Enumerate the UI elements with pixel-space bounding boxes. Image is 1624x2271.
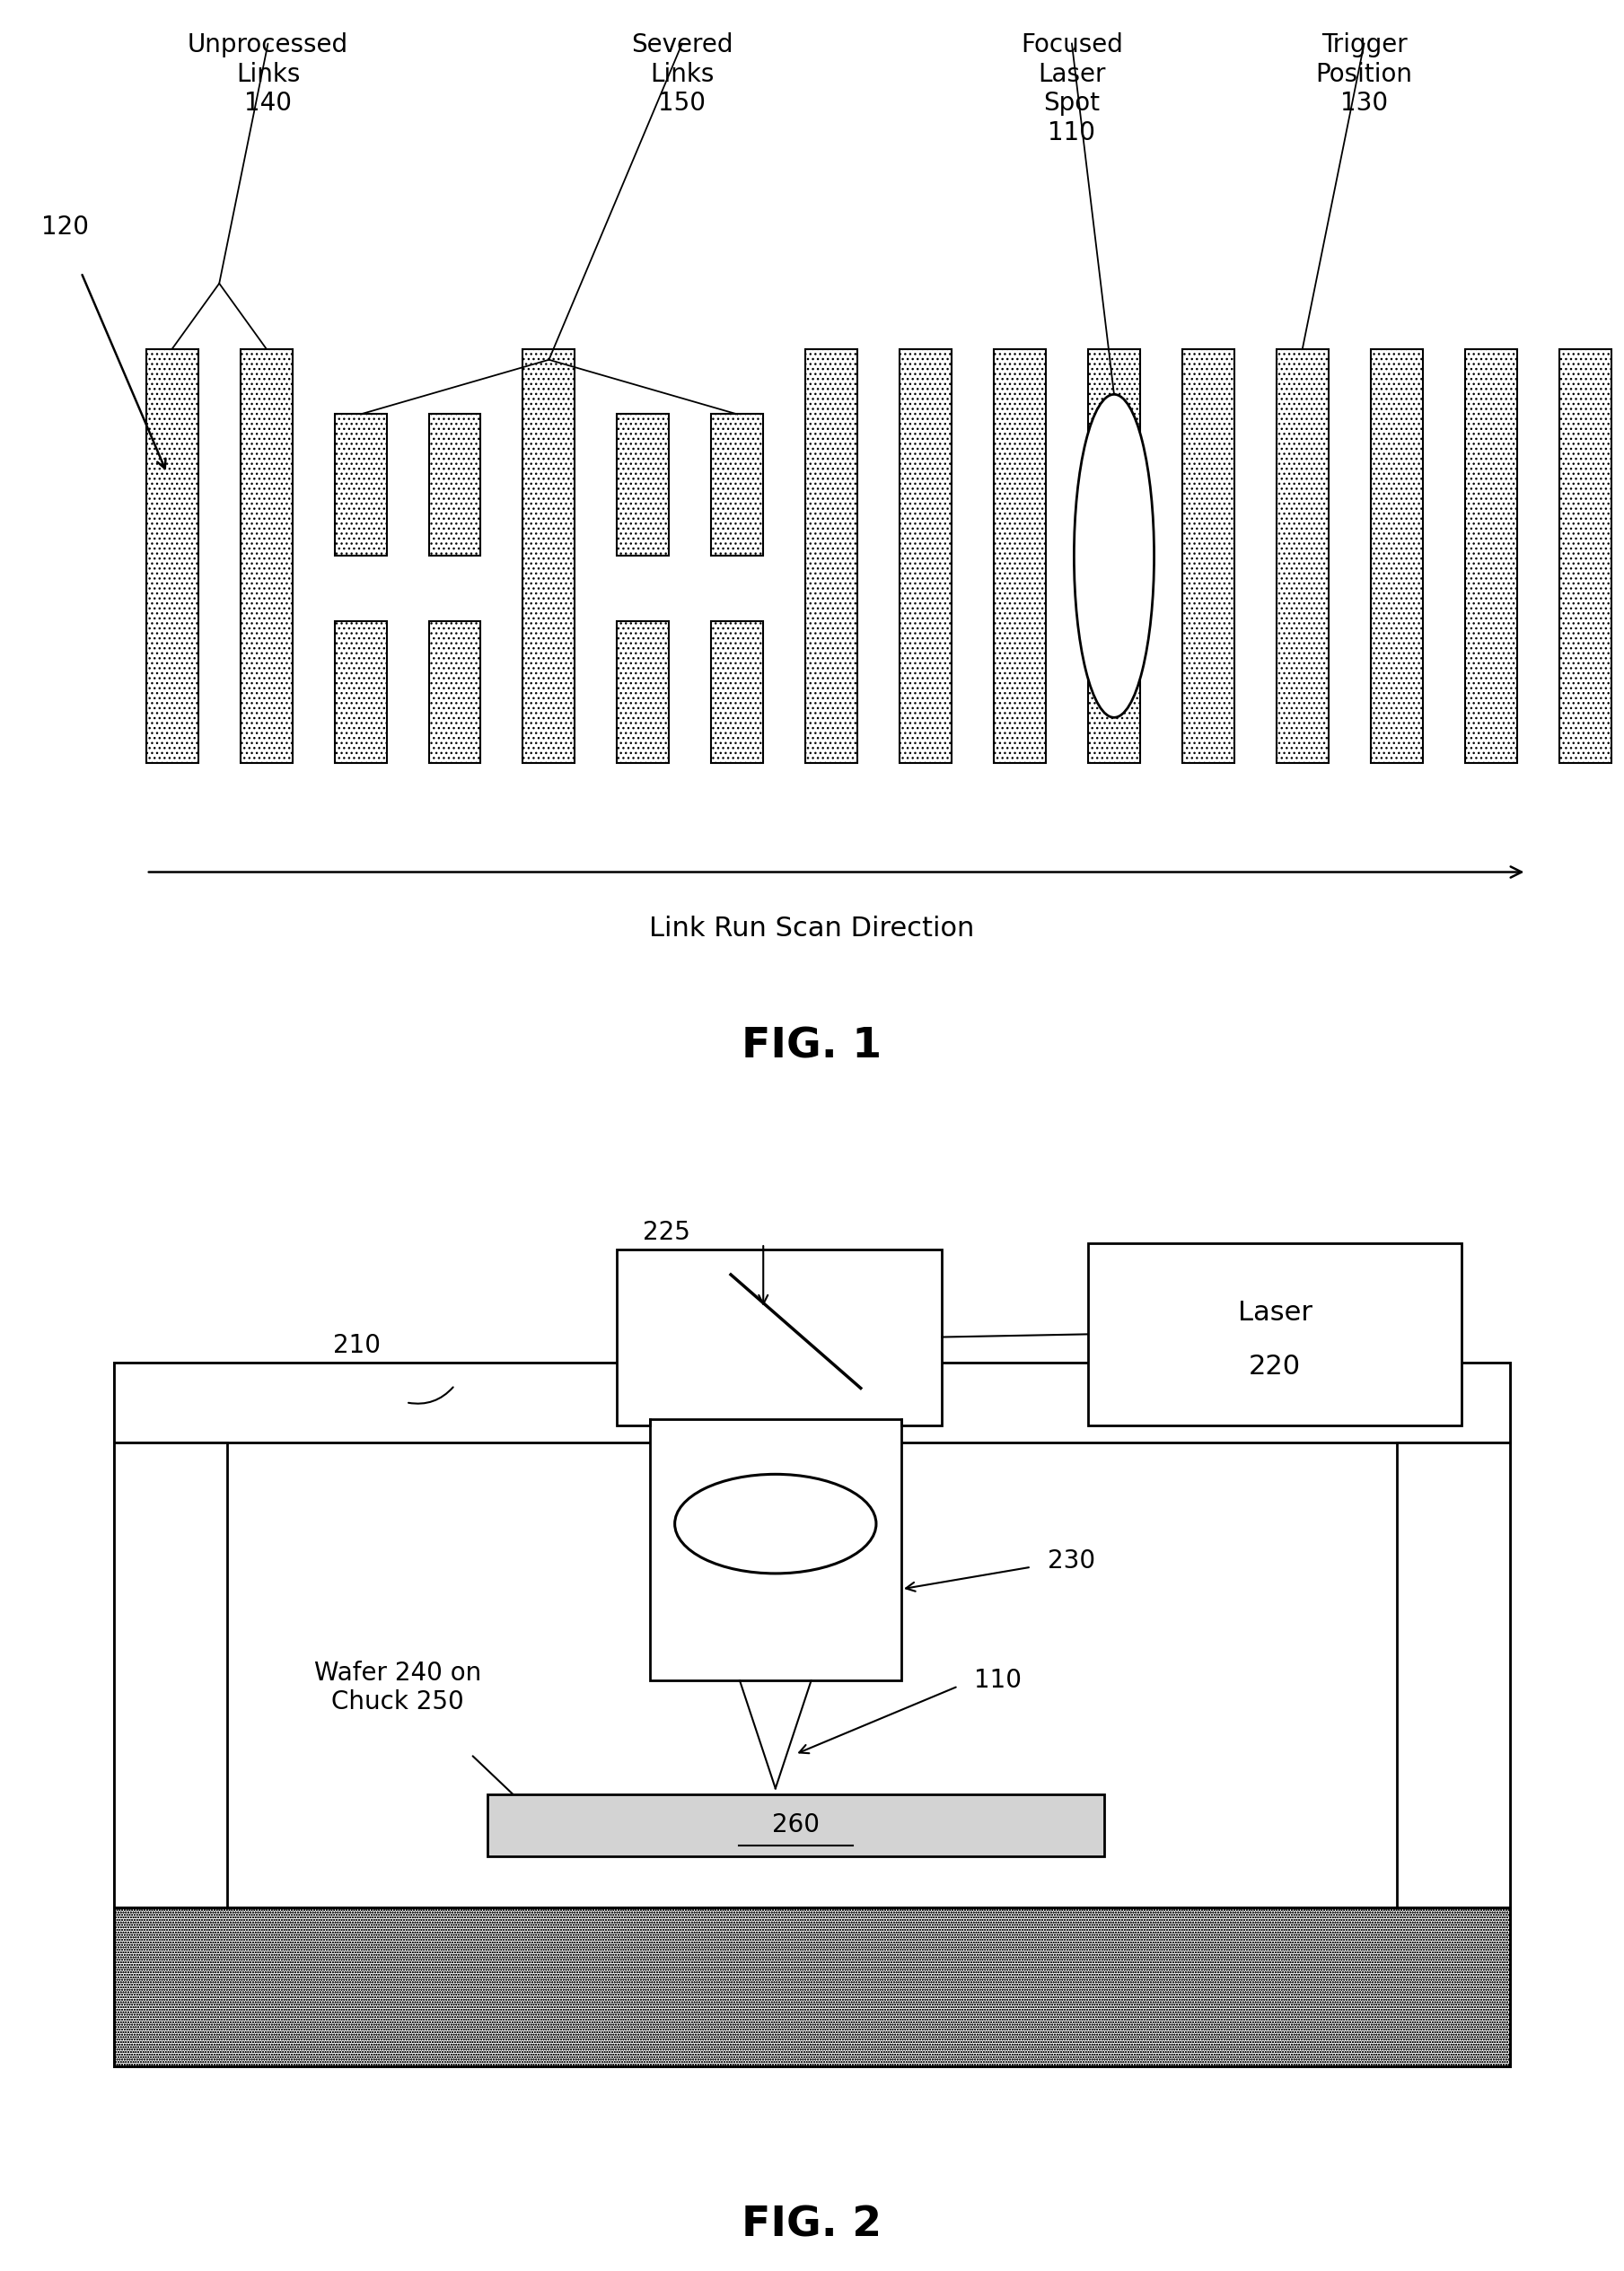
Bar xyxy=(806,350,857,763)
Bar xyxy=(1465,350,1517,763)
Bar xyxy=(335,413,387,556)
Bar xyxy=(711,622,763,763)
Bar xyxy=(114,1908,1510,2067)
Bar xyxy=(429,413,481,556)
Bar xyxy=(617,622,669,763)
Text: 110: 110 xyxy=(974,1667,1021,1694)
Text: FIG. 1: FIG. 1 xyxy=(742,1026,882,1067)
Bar xyxy=(617,622,669,763)
Bar xyxy=(335,622,387,763)
Bar xyxy=(114,1908,1510,2067)
Bar xyxy=(240,350,292,763)
Text: Trigger
Position
130: Trigger Position 130 xyxy=(1315,32,1413,116)
Bar xyxy=(114,1908,1510,2067)
Bar xyxy=(1182,350,1234,763)
Bar xyxy=(650,1419,901,1681)
Text: Laser: Laser xyxy=(1237,1299,1312,1326)
Bar xyxy=(1276,350,1328,763)
Bar xyxy=(523,350,575,763)
Bar xyxy=(114,1363,1510,2067)
Text: 225: 225 xyxy=(643,1220,690,1245)
Bar xyxy=(523,350,575,763)
Text: 230: 230 xyxy=(1047,1549,1095,1574)
Bar xyxy=(1559,350,1611,763)
Bar xyxy=(1559,350,1611,763)
Bar xyxy=(1088,350,1140,763)
Bar xyxy=(429,622,481,763)
Text: Wafer 240 on
Chuck 250: Wafer 240 on Chuck 250 xyxy=(315,1660,481,1715)
Bar xyxy=(1182,350,1234,763)
Bar xyxy=(1276,350,1328,763)
Bar xyxy=(146,350,198,763)
Bar xyxy=(617,1249,942,1426)
Bar xyxy=(335,622,387,763)
Bar xyxy=(429,413,481,556)
Bar xyxy=(994,350,1046,763)
Bar xyxy=(335,413,387,556)
Bar xyxy=(711,622,763,763)
Bar xyxy=(1465,350,1517,763)
Ellipse shape xyxy=(1073,395,1155,718)
Bar xyxy=(617,413,669,556)
Bar xyxy=(711,413,763,556)
Text: 220: 220 xyxy=(1249,1354,1301,1381)
Bar xyxy=(114,1363,1510,1442)
Bar xyxy=(711,413,763,556)
Bar xyxy=(1371,350,1423,763)
Bar xyxy=(806,350,857,763)
Bar xyxy=(487,1794,1104,1858)
Bar xyxy=(146,350,198,763)
Text: 210: 210 xyxy=(333,1333,382,1358)
Bar xyxy=(240,350,292,763)
Bar xyxy=(1088,1245,1462,1426)
Text: Link Run Scan Direction: Link Run Scan Direction xyxy=(650,915,974,942)
Ellipse shape xyxy=(676,1474,877,1574)
Bar xyxy=(114,1442,227,1908)
Text: 260: 260 xyxy=(771,1812,820,1837)
Bar xyxy=(900,350,952,763)
Bar xyxy=(994,350,1046,763)
Bar xyxy=(429,622,481,763)
Bar xyxy=(617,413,669,556)
Bar xyxy=(1088,350,1140,763)
Text: Severed
Links
150: Severed Links 150 xyxy=(632,32,732,116)
Text: Unprocessed
Links
140: Unprocessed Links 140 xyxy=(187,32,349,116)
Text: 120: 120 xyxy=(41,216,89,241)
Bar xyxy=(900,350,952,763)
Text: Focused
Laser
Spot
110: Focused Laser Spot 110 xyxy=(1021,32,1122,145)
Text: FIG. 2: FIG. 2 xyxy=(742,2205,882,2246)
Bar xyxy=(1371,350,1423,763)
Bar xyxy=(1397,1442,1510,1908)
